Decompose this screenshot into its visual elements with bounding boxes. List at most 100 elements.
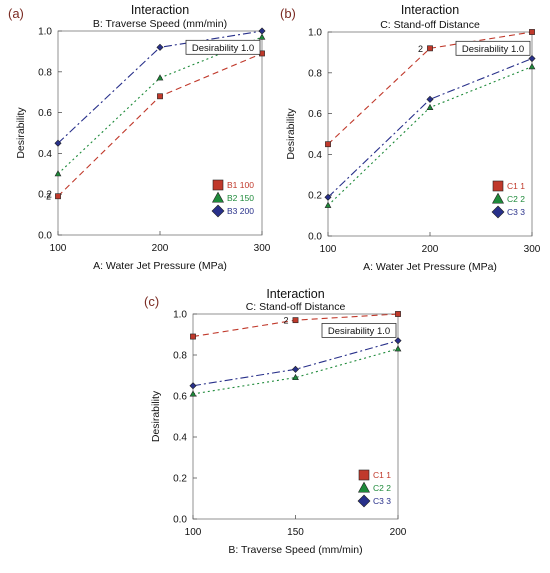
data-point: [190, 333, 196, 340]
legend-marker: [211, 204, 225, 218]
data-point: [426, 103, 434, 110]
y-tick-label: 0.6: [38, 108, 52, 119]
point-count-label: 2: [283, 316, 288, 326]
data-point: [258, 27, 266, 35]
y-tick-label: 0.6: [173, 392, 187, 403]
x-tick-label: 150: [287, 527, 304, 538]
annotation-box: [321, 322, 397, 338]
plot-frame: [57, 30, 263, 236]
legend-label: C2 2: [507, 194, 525, 204]
legend-label: C1 1: [507, 181, 525, 191]
panel-label: (c): [144, 294, 159, 309]
y-tick-label: 0.8: [173, 351, 187, 362]
data-point: [55, 193, 61, 200]
data-point: [324, 193, 332, 201]
y-tick-label: 1.0: [38, 27, 52, 38]
data-point: [156, 43, 164, 51]
x-tick-label: 200: [390, 527, 407, 538]
data-point: [189, 382, 197, 390]
data-point: [395, 311, 401, 317]
data-point: [528, 63, 536, 70]
y-axis-label: Desirability: [150, 390, 162, 442]
panel-label: (a): [8, 6, 24, 21]
annotation-box: [455, 40, 531, 56]
annotation-box: [185, 39, 261, 55]
legend-label: B3 200: [227, 206, 254, 216]
legend-marker: [358, 469, 370, 481]
legend-marker: [491, 192, 505, 204]
chart-title: Interaction: [401, 3, 459, 17]
data-point: [292, 317, 299, 324]
x-tick-label: 100: [50, 243, 67, 254]
x-tick-label: 300: [524, 244, 541, 255]
legend-marker: [212, 179, 224, 191]
legend-marker: [492, 180, 504, 192]
factor-subtitle: B: Traverse Speed (mm/min): [93, 18, 227, 30]
chart-title: Interaction: [131, 3, 189, 17]
legend-label: C3 3: [507, 207, 525, 217]
y-tick-label: 0.8: [308, 68, 322, 79]
y-tick-label: 0.4: [173, 433, 187, 444]
series-line-2: [57, 36, 263, 175]
legend-marker: [357, 481, 371, 493]
chart-panel-b: (b) Interaction C: Stand-off Distance 0.0 0.…: [280, 3, 541, 273]
legend-label: C3 3: [373, 496, 391, 506]
legend-marker: [357, 494, 371, 508]
legend-label: C1 1: [373, 470, 391, 480]
data-point: [258, 33, 266, 40]
data-point: [324, 201, 332, 208]
data-point: [528, 54, 536, 63]
legend-label: B1 100: [227, 180, 254, 190]
data-point: [426, 95, 434, 103]
legend-label: B2 150: [227, 193, 254, 203]
x-tick-label: 100: [185, 527, 202, 538]
factor-subtitle: C: Stand-off Distance: [380, 19, 480, 31]
series-line-3: [327, 58, 533, 198]
data-point: [427, 45, 433, 52]
chart-title: Interaction: [266, 287, 324, 301]
data-point: [291, 365, 300, 373]
data-point: [156, 74, 164, 81]
y-tick-label: 0.4: [308, 150, 322, 161]
point-count-label: 2: [418, 44, 423, 54]
data-point: [292, 373, 299, 381]
x-tick-label: 200: [422, 244, 439, 255]
y-tick-label: 1.0: [308, 28, 322, 39]
legend-label: C2 2: [373, 483, 391, 493]
data-point: [394, 337, 402, 345]
point-count-label: 2: [46, 192, 51, 202]
x-tick-label: 100: [320, 244, 337, 255]
y-tick-label: 0.0: [308, 232, 322, 243]
annotation-text: Desirability 1.0: [462, 44, 524, 55]
data-point: [394, 345, 402, 352]
x-axis-label: A: Water Jet Pressure (MPa): [363, 261, 497, 273]
annotation-text: Desirability 1.0: [328, 326, 390, 337]
annotation-text: Desirability 1.0: [192, 43, 254, 54]
panel-label: (b): [280, 6, 296, 21]
y-tick-label: 0.2: [173, 474, 187, 485]
y-tick-label: 0.8: [38, 67, 52, 78]
x-axis-label: B: Traverse Speed (mm/min): [228, 544, 362, 556]
data-point: [54, 139, 62, 147]
plot-frame: [327, 31, 533, 237]
y-tick-label: 0.6: [308, 109, 322, 120]
y-tick-label: 1.0: [173, 310, 187, 321]
y-tick-label: 0.4: [38, 149, 52, 160]
y-axis-label: Desirability: [15, 107, 27, 159]
factor-subtitle: C: Stand-off Distance: [246, 301, 346, 313]
x-axis-label: A: Water Jet Pressure (MPa): [93, 260, 227, 272]
y-tick-label: 0.2: [308, 191, 322, 202]
x-tick-label: 200: [152, 243, 169, 254]
data-point: [529, 29, 535, 35]
legend-marker: [211, 191, 225, 203]
data-point: [157, 93, 163, 100]
x-tick-label: 300: [254, 243, 271, 254]
y-tick-label: 0.0: [38, 231, 52, 242]
data-point: [54, 170, 62, 177]
y-axis-label: Desirability: [285, 108, 297, 160]
y-tick-label: 0.0: [173, 515, 187, 526]
y-tick-label: 0.2: [38, 190, 52, 201]
data-point: [189, 390, 197, 397]
